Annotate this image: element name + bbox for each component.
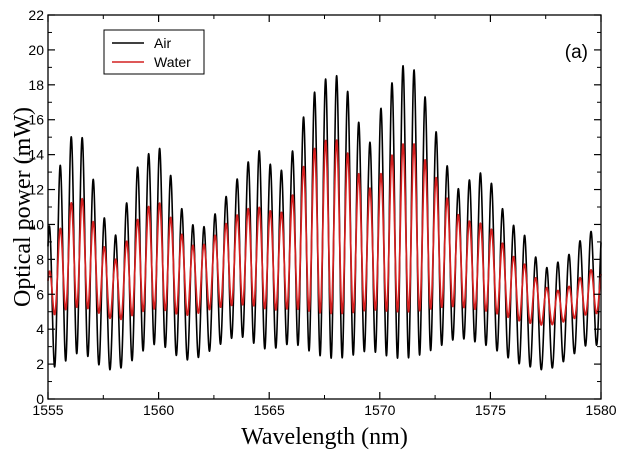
series-layer — [47, 64, 602, 371]
y-tick-label: 8 — [36, 251, 44, 267]
ticks-layer: 1555 1560 1565 1570 1575 1580 0 2 4 6 8 10 12 14 16 18 2… — [28, 7, 616, 418]
series-water-line — [47, 139, 602, 326]
x-tick-label: 1555 — [32, 402, 63, 418]
legend-label-air: Air — [154, 35, 171, 51]
y-tick-label: 10 — [28, 216, 44, 232]
legend-label-water: Water — [154, 54, 191, 70]
plot-frame — [47, 14, 602, 400]
y-tick-label: 4 — [36, 321, 44, 337]
x-tick-label: 1580 — [585, 402, 616, 418]
x-axis-title: Wavelength (nm) — [241, 424, 408, 450]
y-tick-label: 14 — [28, 147, 44, 163]
y-tick-label: 16 — [28, 112, 44, 128]
y-axis-title: Optical power (mW) — [10, 107, 36, 307]
y-tick-label: 6 — [36, 286, 44, 302]
legend-box — [103, 29, 205, 75]
series-air-line — [47, 64, 602, 371]
panel-label: (a) — [565, 42, 588, 63]
y-tick-label: 2 — [36, 356, 44, 372]
x-tick-label: 1570 — [364, 402, 395, 418]
y-tick-label: 12 — [28, 182, 44, 198]
legend: Air Water — [103, 29, 205, 75]
x-tick-label: 1560 — [143, 402, 174, 418]
x-tick-label: 1575 — [475, 402, 506, 418]
y-tick-label: 18 — [28, 77, 44, 93]
y-tick-label: 22 — [28, 7, 44, 23]
y-tick-label: 20 — [28, 42, 44, 58]
y-tick-label: 0 — [36, 391, 44, 407]
x-tick-label: 1565 — [254, 402, 285, 418]
